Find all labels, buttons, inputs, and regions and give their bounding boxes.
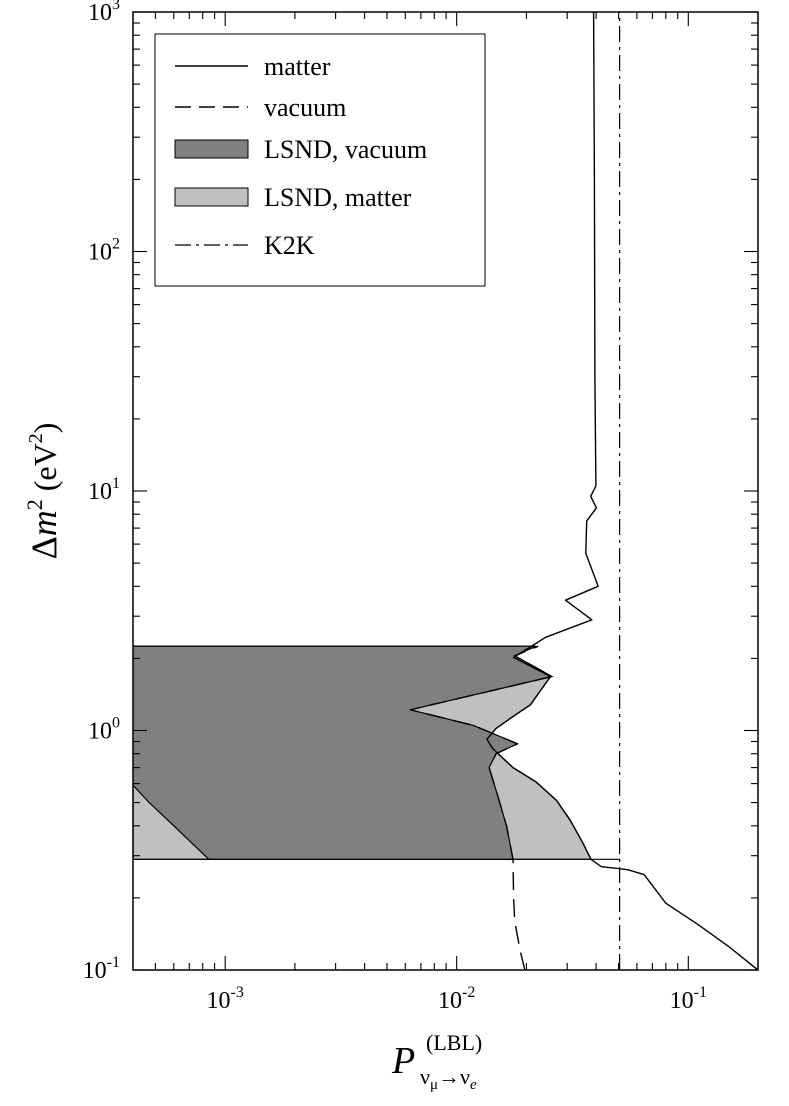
axis-ticks [132, 11, 759, 971]
y-axis-title: Δm2 (eV2) [22, 423, 64, 560]
legend-label-matter: matter [264, 52, 331, 81]
x-axis-title-superscript: (LBL) [426, 1030, 482, 1055]
legend-label-lsnd-matter: LSND, matter [264, 183, 412, 212]
series-lines [409, 12, 758, 970]
legend-label-vacuum: vacuum [264, 93, 346, 122]
lsnd-band-boundaries [133, 645, 620, 860]
legend: matter vacuum LSND, vacuum LSND, matter … [154, 33, 486, 287]
axis-tick-labels: 10-3 10-2 10-1 10-1 100 101 102 103 [83, 0, 707, 1014]
legend-swatch-lsnd-vacuum [174, 139, 249, 159]
x-tick-label: 10-2 [438, 984, 475, 1014]
legend-swatch-lsnd-matter [174, 187, 249, 207]
y-tick-label: 102 [88, 236, 120, 266]
x-axis-title: P (LBL) νμ→νe [391, 1030, 482, 1093]
y-tick-label: 100 [88, 715, 120, 745]
legend-label-k2k: K2K [264, 231, 315, 260]
y-tick-label: 103 [88, 0, 120, 26]
x-axis-title-main: P [391, 1040, 415, 1082]
y-tick-label: 101 [88, 475, 120, 505]
x-axis-title-subscript: νμ→νe [420, 1064, 477, 1093]
legend-box [154, 33, 486, 287]
x-tick-label: 10-3 [207, 984, 244, 1014]
series-vacuum-line [409, 645, 553, 970]
series-matter-line [486, 12, 758, 970]
x-tick-label: 10-1 [670, 984, 707, 1014]
y-tick-label: 10-1 [83, 954, 120, 984]
lsnd-regions [133, 645, 592, 860]
legend-label-lsnd-vacuum: LSND, vacuum [264, 135, 427, 164]
